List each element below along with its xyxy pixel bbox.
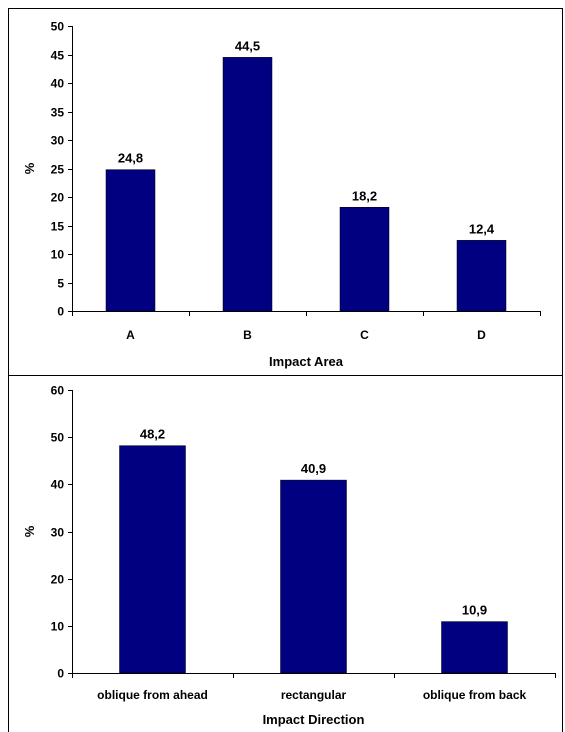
chart-2-x-tick-label: oblique from ahead (97, 688, 208, 702)
chart-2-y-tick-label: 10 (51, 620, 65, 634)
chart-2-data-label: 48,2 (140, 427, 165, 442)
chart-1-y-tick-label: 45 (51, 49, 65, 63)
chart-1-bar (222, 57, 273, 312)
chart-1-y-tick-label: 0 (57, 305, 64, 319)
chart-2-y-tick-label: 50 (51, 431, 65, 445)
chart-1-y-axis-title: % (22, 162, 37, 174)
chart-2-y-tick-label: 20 (51, 573, 65, 587)
chart-1-data-label: 12,4 (469, 221, 495, 236)
chart-2-y-tick-label: 30 (51, 526, 65, 540)
chart-1-y-tick-label: 20 (51, 191, 65, 205)
chart-2-y-axis-title: % (22, 525, 37, 537)
chart-1-bar (105, 169, 156, 312)
chart-2-bar (441, 621, 508, 674)
chart-2-bar (280, 479, 347, 674)
impact-direction-chart: 0 10 20 30 40 50 60 48,2 oblique from ahead 40,9 r… (22, 384, 556, 727)
chart-1-x-tick-label: C (360, 328, 369, 342)
chart-1-y-tick-label: 50 (51, 20, 65, 34)
chart-1-y-tick-label: 35 (51, 106, 65, 120)
chart-1-y-tick-label: 25 (51, 163, 65, 177)
chart-2-x-axis-title: Impact Direction (263, 712, 365, 727)
chart-2-y-tick-label: 0 (57, 667, 64, 681)
chart-1-data-label: 44,5 (235, 38, 260, 53)
chart-1-y-tick-label: 40 (51, 77, 65, 91)
chart-1-x-axis-title: Impact Area (269, 354, 344, 369)
chart-2-data-label: 40,9 (301, 461, 326, 476)
chart-2-y-tick-label: 60 (51, 384, 65, 398)
chart-1-x-tick-label: D (477, 328, 486, 342)
chart-1-bar (339, 207, 390, 312)
chart-2-x-tick-label: rectangular (281, 688, 347, 702)
chart-1-x-tick-label: A (126, 328, 135, 342)
chart-1-x-tick-label: B (243, 328, 252, 342)
chart-2-x-tick-label: oblique from back (423, 688, 527, 702)
impact-area-chart: 0 5 10 15 20 25 30 35 40 45 50 24,8 A 44,5 B 18,2 C 12,4 D… (22, 20, 541, 369)
chart-1-y-tick-label: 5 (57, 277, 64, 291)
chart-1-frame (8, 8, 563, 376)
chart-1-data-label: 18,2 (352, 188, 377, 203)
chart-1-bar (456, 240, 507, 312)
chart-1-y-tick-label: 30 (51, 134, 65, 148)
chart-2-data-label: 10,9 (462, 603, 487, 618)
chart-2-bar (119, 445, 186, 674)
chart-1-y-tick-label: 15 (51, 220, 65, 234)
chart-1-data-label: 24,8 (118, 151, 143, 166)
chart-2-y-tick-label: 40 (51, 478, 65, 492)
chart-1-y-tick-label: 10 (51, 248, 65, 262)
